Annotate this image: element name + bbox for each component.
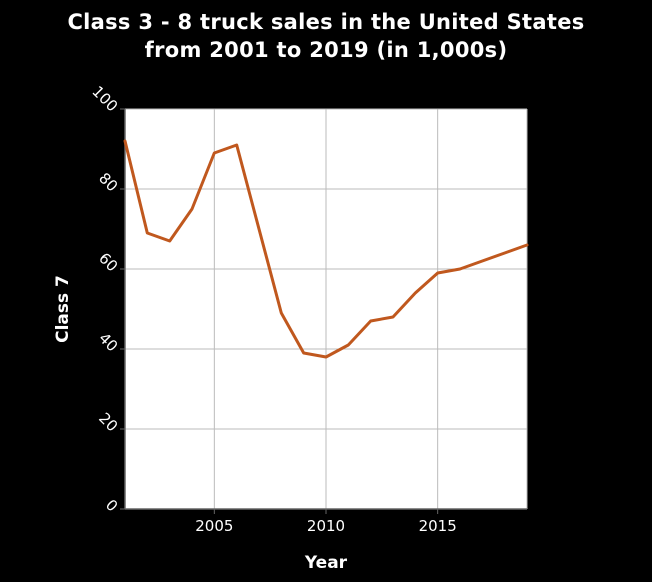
x-tick-labels: 2005 2010 2015: [195, 517, 457, 535]
x-tick-label: 2010: [307, 517, 345, 535]
chart-title-line-1: Class 3 - 8 truck sales in the United St…: [67, 10, 585, 34]
grid-lines: [125, 108, 528, 509]
y-tick-label: 0: [102, 496, 121, 515]
y-tick-label: 60: [95, 249, 121, 275]
chart-title-line-2: from 2001 to 2019 (in 1,000s): [144, 38, 508, 62]
y-tick-label: 40: [95, 329, 121, 355]
y-tick-label: 80: [95, 169, 121, 195]
y-tick-label: 20: [95, 409, 121, 435]
series-layer: [123, 139, 529, 359]
x-tick-label: 2015: [419, 517, 457, 535]
y-axis-label: Class 7: [53, 275, 73, 343]
y-tick-label: 100: [88, 82, 121, 115]
x-tick-label: 2005: [195, 517, 233, 535]
chart-title: Class 3 - 8 truck sales in the United St…: [0, 8, 652, 64]
axes: [120, 108, 527, 514]
x-axis-label: Year: [304, 553, 348, 573]
series-line: [123, 139, 529, 359]
y-tick-labels: 0 20 40 60 80 100: [88, 82, 121, 515]
